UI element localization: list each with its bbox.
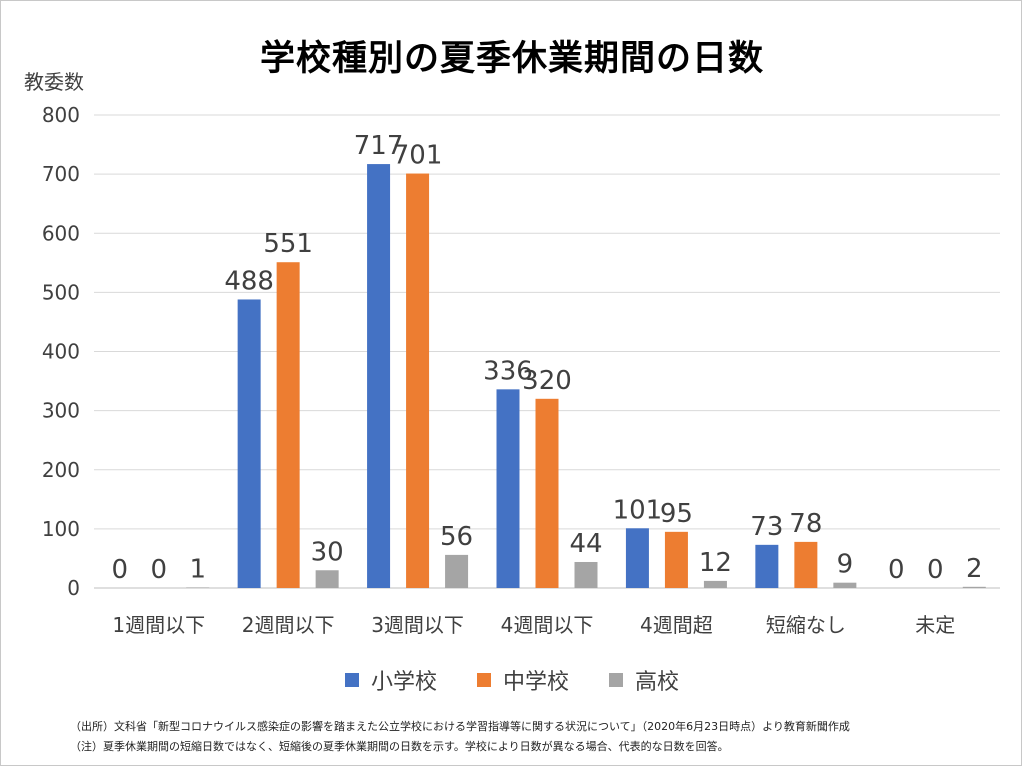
data-label: 78 bbox=[789, 509, 822, 539]
bar bbox=[755, 544, 779, 588]
legend-swatch-elementary bbox=[344, 673, 359, 687]
data-label: 73 bbox=[750, 512, 783, 542]
data-label: 30 bbox=[311, 537, 344, 567]
legend-label-middle: 中学校 bbox=[502, 670, 569, 695]
chart-title: 学校種別の夏季休業期間の日数 bbox=[259, 39, 764, 79]
y-tick-label: 200 bbox=[42, 458, 80, 482]
legend-label-elementary: 小学校 bbox=[370, 670, 437, 695]
bar bbox=[833, 582, 857, 588]
y-tick-label: 700 bbox=[42, 162, 80, 186]
x-tick-label: 2週間以下 bbox=[242, 613, 335, 637]
legend: 小学校 中学校 高校 bbox=[0, 664, 1024, 696]
source-note: （出所）文科省「新型コロナウイルス感染症の影響を踏まえた公立学校における学習指導… bbox=[70, 720, 850, 733]
bar bbox=[367, 164, 391, 589]
x-tick-label: 短縮なし bbox=[766, 613, 846, 637]
data-label: 320 bbox=[522, 366, 572, 396]
bar bbox=[535, 398, 559, 588]
legend-item-elementary: 小学校 bbox=[344, 664, 437, 696]
data-label: 0 bbox=[150, 555, 167, 585]
bar bbox=[574, 561, 598, 588]
data-label: 101 bbox=[613, 495, 663, 525]
bar bbox=[664, 531, 688, 588]
bar bbox=[496, 389, 520, 588]
bar bbox=[794, 541, 818, 588]
legend-label-high: 高校 bbox=[635, 670, 680, 695]
data-label: 2 bbox=[966, 554, 983, 584]
x-tick-label: 4週間超 bbox=[640, 613, 713, 637]
y-tick-label: 300 bbox=[42, 399, 80, 423]
data-label: 336 bbox=[483, 356, 533, 386]
data-label: 717 bbox=[354, 131, 404, 161]
y-tick-label: 400 bbox=[42, 340, 80, 364]
y-tick-label: 800 bbox=[42, 103, 80, 127]
legend-item-middle: 中学校 bbox=[476, 664, 569, 696]
data-label: 44 bbox=[569, 529, 602, 559]
bar bbox=[703, 580, 727, 588]
data-label: 1 bbox=[189, 554, 206, 584]
data-label: 0 bbox=[888, 555, 905, 585]
x-tick-label: 1週間以下 bbox=[112, 613, 205, 637]
data-label: 488 bbox=[224, 266, 274, 296]
y-tick-label: 500 bbox=[42, 280, 80, 304]
x-tick-label: 4週間以下 bbox=[501, 613, 594, 637]
bar bbox=[962, 586, 986, 588]
legend-item-high: 高校 bbox=[609, 664, 679, 696]
bar bbox=[237, 299, 261, 588]
data-label: 9 bbox=[837, 550, 854, 580]
data-label: 12 bbox=[699, 548, 732, 578]
data-label: 551 bbox=[263, 229, 313, 259]
data-label: 56 bbox=[440, 522, 473, 552]
bar bbox=[276, 262, 300, 588]
footnote: （注）夏季休業期間の短縮日数ではなく、短縮後の夏季休業期間の日数を示す。学校によ… bbox=[70, 740, 729, 753]
bar bbox=[445, 554, 469, 588]
data-label: 0 bbox=[927, 555, 944, 585]
bar bbox=[315, 570, 339, 588]
legend-swatch-high bbox=[609, 673, 623, 687]
data-label: 0 bbox=[111, 555, 128, 585]
y-tick-label: 0 bbox=[67, 576, 80, 600]
bar bbox=[406, 173, 430, 588]
bar bbox=[186, 587, 210, 588]
y-tick-label: 100 bbox=[42, 517, 80, 541]
y-tick-label: 600 bbox=[42, 221, 80, 245]
legend-swatch-middle bbox=[476, 673, 491, 687]
bar bbox=[625, 528, 649, 588]
data-label: 95 bbox=[660, 499, 693, 529]
y-axis-unit-label: 教委数 bbox=[24, 70, 84, 94]
data-label: 701 bbox=[393, 141, 443, 171]
x-tick-label: 未定 bbox=[915, 613, 955, 637]
x-tick-label: 3週間以下 bbox=[371, 613, 464, 637]
